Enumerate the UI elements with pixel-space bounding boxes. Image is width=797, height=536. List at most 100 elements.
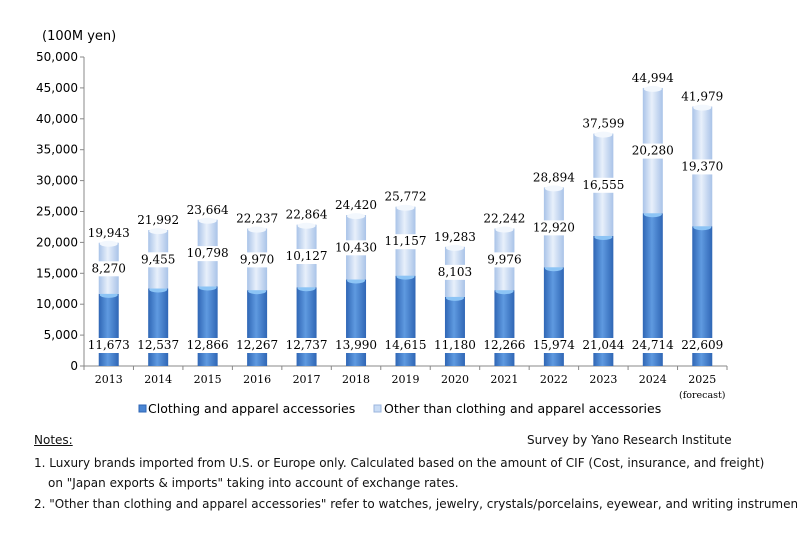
bar-other-top (347, 213, 366, 220)
data-label-other: 8,103 (438, 265, 472, 279)
data-label-other-bg (337, 240, 376, 256)
legend-label-clothing: Clothing and apparel accessories (148, 401, 355, 416)
bar-clothing (444, 296, 465, 366)
bar-clothing (247, 290, 268, 366)
data-label-total: 21,992 (137, 213, 179, 227)
data-label-other: 16,555 (582, 178, 624, 192)
data-label-clothing: 11,180 (434, 338, 476, 352)
data-label-clothing-bg (584, 338, 623, 353)
x-tick-label: 2021 (490, 373, 518, 386)
data-label-total: 28,894 (533, 170, 575, 184)
x-tick-label: 2015 (194, 373, 222, 386)
x-tick-label: 2019 (392, 373, 420, 386)
note-1-cont: on "Japan exports & imports" taking into… (48, 476, 459, 490)
data-label-other: 11,157 (385, 234, 427, 248)
data-label-clothing: 12,267 (236, 338, 278, 352)
data-label-other-bg (188, 246, 227, 262)
y-tick-label: 45,000 (36, 81, 78, 95)
x-tick-label: 2016 (243, 373, 271, 386)
data-label-other-bg (287, 248, 326, 264)
data-label-clothing-bg (337, 338, 376, 353)
data-label-other: 9,455 (141, 252, 175, 266)
bar-other-top (495, 226, 514, 233)
data-label-clothing: 12,737 (286, 338, 328, 352)
bar-other-top (643, 85, 662, 92)
data-label-other: 9,970 (240, 252, 274, 266)
bar-clothing (642, 213, 663, 366)
data-label-total: 44,994 (632, 71, 674, 85)
bar-other-top (396, 204, 415, 211)
data-label-other: 19,370 (681, 159, 723, 173)
bar-other-top (445, 244, 464, 251)
y-tick-label: 50,000 (36, 50, 78, 64)
data-label-other: 8,270 (92, 261, 126, 275)
y-tick-label: 0 (70, 359, 78, 373)
bar-other-top (248, 226, 267, 233)
bar-clothing (197, 286, 218, 366)
x-tick-label: 2013 (95, 373, 123, 386)
bar-other-top (544, 185, 563, 192)
data-label-clothing: 12,866 (187, 338, 229, 352)
data-label-other: 20,280 (632, 144, 674, 158)
data-label-total: 23,664 (187, 203, 229, 217)
x-tick-label: 2024 (639, 373, 667, 386)
data-label-total: 22,237 (236, 212, 278, 226)
bar-other-top (693, 104, 712, 111)
notes-title: Notes: (34, 433, 73, 447)
data-label-total: 22,242 (483, 212, 525, 226)
data-label-other-bg (435, 264, 474, 280)
bar-clothing (148, 288, 169, 366)
bar-other-top (594, 131, 613, 138)
legend-swatch-clothing (138, 404, 147, 413)
note-1: 1. Luxury brands imported from U.S. or E… (34, 456, 765, 470)
x-tick-label: 2020 (441, 373, 469, 386)
y-tick-label: 15,000 (36, 266, 78, 280)
data-label-other: 9,976 (487, 252, 521, 266)
bar-clothing (98, 293, 119, 366)
y-tick-label: 10,000 (36, 297, 78, 311)
y-tick-label: 30,000 (36, 174, 78, 188)
bar-clothing (692, 226, 713, 366)
data-label-other: 12,920 (533, 220, 575, 234)
legend-swatch-other (373, 404, 382, 413)
data-label-clothing-bg (633, 338, 672, 353)
legend: Clothing and apparel accessories Other t… (138, 401, 661, 416)
data-label-clothing: 22,609 (681, 338, 723, 352)
y-tick-label: 5,000 (44, 328, 78, 342)
data-label-total: 19,283 (434, 230, 476, 244)
x-tick-label: 2025 (688, 373, 716, 386)
bar-other-top (198, 217, 217, 224)
bar-clothing (593, 235, 614, 366)
bar-other-top (149, 228, 168, 235)
data-label-clothing-bg (139, 338, 178, 353)
data-label-total: 37,599 (582, 117, 624, 131)
bar-clothing (296, 287, 317, 366)
data-label-clothing-bg (683, 338, 722, 353)
x-tick-sublabel: (forecast) (679, 390, 726, 401)
data-label-total: 24,420 (335, 198, 377, 212)
y-axis-label: (100M yen) (42, 29, 116, 44)
y-tick-label: 25,000 (36, 205, 78, 219)
x-tick-label: 2014 (144, 373, 172, 386)
data-label-clothing-bg (435, 338, 474, 353)
data-label-clothing: 11,673 (88, 338, 130, 352)
data-label-total: 19,943 (88, 226, 130, 240)
y-tick-label: 40,000 (36, 112, 78, 126)
data-label-other: 10,127 (286, 249, 328, 263)
data-label-other-bg (584, 177, 623, 193)
data-label-other: 10,430 (335, 240, 377, 254)
data-label-clothing: 15,974 (533, 338, 575, 352)
bar-clothing (346, 279, 367, 366)
data-label-clothing-bg (287, 338, 326, 353)
data-label-other-bg (386, 234, 425, 250)
bar-other-top (297, 222, 316, 229)
data-label-other-bg (89, 261, 128, 277)
data-label-clothing-bg (238, 338, 277, 353)
data-label-clothing-bg (534, 338, 573, 353)
x-tick-label: 2017 (293, 373, 321, 386)
data-label-clothing: 13,990 (335, 338, 377, 352)
data-label-total: 22,864 (286, 208, 328, 222)
note-2: 2. "Other than clothing and apparel acce… (34, 497, 797, 511)
data-label-other-bg (534, 220, 573, 236)
data-label-other-bg (485, 252, 524, 268)
